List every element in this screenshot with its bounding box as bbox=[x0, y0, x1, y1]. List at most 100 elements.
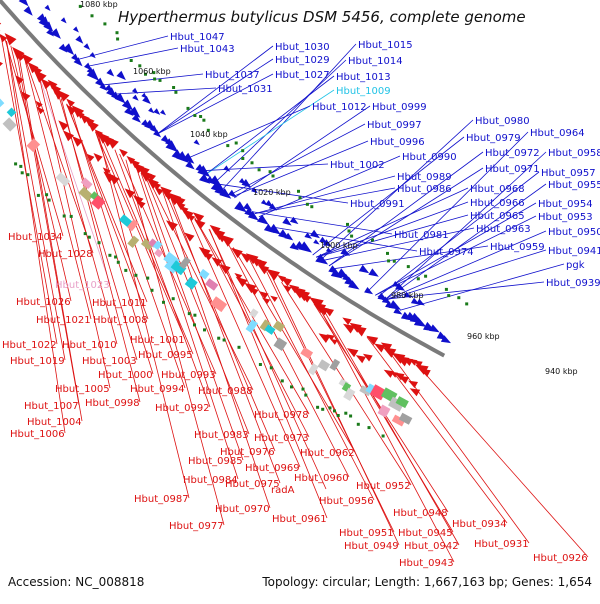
gene-label: Hbut_0948 bbox=[393, 508, 448, 519]
rna-tick bbox=[465, 302, 468, 305]
rna-tick bbox=[445, 288, 448, 291]
gene-label: Hbut_0957 bbox=[541, 168, 596, 179]
rna-tick bbox=[174, 91, 177, 94]
rna-tick bbox=[116, 31, 119, 34]
gene-label: Hbut_1002 bbox=[330, 160, 385, 171]
rna-tick bbox=[26, 173, 29, 176]
gene-label: Hbut_0985 bbox=[188, 456, 243, 467]
gene-label: Hbut_0966 bbox=[470, 198, 525, 209]
rna-tick bbox=[116, 38, 119, 41]
gene-label: Hbut_1019 bbox=[10, 356, 65, 367]
gene-label: Hbut_0952 bbox=[356, 481, 411, 492]
gene-label: Hbut_0986 bbox=[397, 184, 452, 195]
gene-label: Hbut_1028 bbox=[38, 249, 93, 260]
gene-label: Hbut_0959 bbox=[490, 242, 545, 253]
gene-arrow bbox=[160, 110, 166, 116]
rna-tick bbox=[172, 297, 175, 300]
rna-tick bbox=[187, 107, 190, 110]
rna-tick bbox=[88, 236, 91, 239]
gene-label: Hbut_1008 bbox=[93, 315, 148, 326]
gene-label: Hbut_0987 bbox=[134, 494, 189, 505]
rna-tick bbox=[297, 190, 300, 193]
gene-label: Hbut_1015 bbox=[358, 40, 413, 51]
rna-tick bbox=[302, 388, 305, 391]
cds-block bbox=[249, 308, 258, 318]
gene-label: Hbut_0962 bbox=[300, 448, 355, 459]
rna-tick bbox=[329, 406, 332, 409]
rna-tick bbox=[393, 260, 396, 263]
rna-tick bbox=[386, 252, 389, 255]
rna-tick bbox=[337, 414, 340, 417]
rna-tick bbox=[348, 230, 351, 233]
rna-tick bbox=[117, 261, 120, 264]
rna-tick bbox=[70, 215, 73, 218]
rna-tick bbox=[304, 394, 307, 397]
rna-tick bbox=[251, 161, 254, 164]
gene-label: Hbut_0926 bbox=[533, 553, 588, 564]
rna-tick bbox=[14, 162, 17, 165]
cds-block bbox=[205, 278, 218, 291]
gene-label: Hbut_1023 bbox=[55, 280, 110, 291]
position-label: 1040 kbp bbox=[190, 130, 228, 139]
gene-label: Hbut_1007 bbox=[24, 401, 79, 412]
gene-label: Hbut_1005 bbox=[55, 384, 110, 395]
rna-tick bbox=[290, 385, 293, 388]
rna-tick bbox=[223, 339, 226, 342]
rna-tick bbox=[193, 114, 196, 117]
rna-tick bbox=[235, 142, 238, 145]
rna-tick bbox=[333, 409, 336, 412]
rna-tick bbox=[124, 269, 127, 272]
rna-tick bbox=[98, 241, 101, 244]
cds-block bbox=[0, 97, 4, 109]
rna-tick bbox=[371, 239, 374, 242]
gene-label: Hbut_0996 bbox=[370, 137, 425, 148]
rna-tick bbox=[241, 157, 244, 160]
gene-arrow bbox=[410, 388, 421, 396]
gene-label: Hbut_0963 bbox=[476, 224, 531, 235]
gene-label: Hbut_0956 bbox=[319, 496, 374, 507]
rna-tick bbox=[357, 423, 360, 426]
cds-block bbox=[27, 138, 41, 152]
gene-arrow bbox=[153, 108, 160, 115]
gene-arrow bbox=[359, 265, 369, 273]
position-label: 980 kbp bbox=[391, 291, 424, 300]
genome-title: Hyperthermus butylicus DSM 5456, complet… bbox=[118, 8, 526, 26]
gene-label: Hbut_1009 bbox=[336, 86, 391, 97]
rna-tick bbox=[146, 277, 149, 280]
gene-label: Hbut_0977 bbox=[169, 521, 224, 532]
rna-tick bbox=[259, 363, 262, 366]
gene-label: Hbut_0934 bbox=[452, 519, 507, 530]
cds-block bbox=[308, 363, 319, 375]
gene-arrow bbox=[19, 0, 29, 6]
gene-label: Hbut_0955 bbox=[548, 180, 600, 191]
gene-label: Hbut_1037 bbox=[205, 70, 260, 81]
gene-arrow bbox=[73, 26, 79, 32]
rna-tick bbox=[457, 296, 460, 299]
gene-label: Hbut_0951 bbox=[339, 528, 394, 539]
gene-label: Hbut_0960 bbox=[294, 473, 349, 484]
gene-arrow bbox=[429, 324, 440, 332]
rna-tick bbox=[387, 259, 390, 262]
gene-arrow bbox=[0, 59, 3, 69]
gene-label: radA bbox=[271, 485, 295, 496]
rna-tick bbox=[424, 275, 427, 278]
gene-arrow bbox=[87, 154, 95, 162]
gene-label: Hbut_0981 bbox=[394, 230, 449, 241]
rna-tick bbox=[37, 194, 40, 197]
gene-arrow bbox=[63, 43, 75, 55]
rna-tick bbox=[84, 232, 87, 235]
gene-label: Hbut_0964 bbox=[530, 128, 585, 139]
gene-label: Hbut_0941 bbox=[548, 246, 600, 257]
cds-block bbox=[273, 337, 287, 351]
gene-label: Hbut_0943 bbox=[399, 558, 454, 569]
gene-label: Hbut_1014 bbox=[348, 56, 403, 67]
rna-tick bbox=[172, 86, 175, 89]
gene-label: Hbut_0995 bbox=[138, 350, 193, 361]
rna-tick bbox=[103, 22, 106, 25]
gene-connector bbox=[114, 88, 216, 94]
rna-tick bbox=[48, 199, 51, 202]
rna-tick bbox=[346, 223, 349, 226]
gene-label: Hbut_0978 bbox=[254, 410, 309, 421]
position-label: 1060 kbp bbox=[133, 67, 171, 76]
